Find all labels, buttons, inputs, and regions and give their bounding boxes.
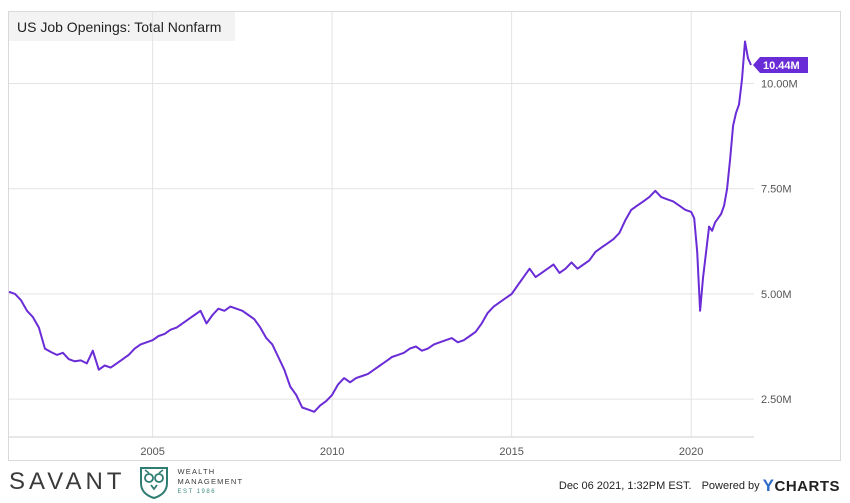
line-chart: 2.50M 5.00M 7.50M 10.00M 2005 2010 2015 2020 10…	[8, 12, 809, 458]
series-layer	[8, 40, 752, 413]
x-tick-label: 2020	[679, 446, 703, 458]
last-value-badge: 10.44M	[753, 57, 809, 74]
axis-ticks: 2.50M 5.00M 7.50M 10.00M 2005 2010 2015 2020	[140, 79, 797, 458]
last-value-badge-shape	[753, 57, 809, 74]
ycharts-logo[interactable]: YCHARTS	[762, 476, 840, 495]
brand-subtitle: WEALTH MANAGEMENT EST 1986	[177, 467, 243, 497]
y-tick-label: 2.50M	[761, 394, 792, 406]
brand-est: EST 1986	[177, 489, 217, 495]
x-tick-label: 2010	[320, 446, 344, 458]
y-tick-label: 7.50M	[761, 184, 792, 196]
series-line	[8, 40, 752, 413]
last-value-label: 10.44M	[763, 60, 800, 72]
footer: SAVANT WEALTH MANAGEMENT EST 1986 Dec 06…	[0, 462, 850, 503]
timestamp: Dec 06 2021, 1:32PM EST.	[558, 480, 692, 492]
chart-frame	[8, 11, 841, 461]
y-tick-label: 5.00M	[761, 289, 792, 301]
grid-lines	[9, 12, 754, 438]
brand-name: SAVANT	[9, 468, 126, 495]
powered-by-label: Powered by	[701, 480, 760, 492]
brand-sub-management: MANAGEMENT	[177, 477, 244, 486]
footer-attribution: Dec 06 2021, 1:32PM EST. Powered by YCHA…	[559, 476, 840, 496]
chart-title: US Job Openings: Total Nonfarm	[9, 12, 235, 41]
y-tick-label: 10.00M	[761, 79, 798, 91]
x-tick-label: 2005	[140, 446, 164, 458]
brand-logo: SAVANT WEALTH MANAGEMENT EST 1986	[9, 462, 243, 502]
brand-sub-wealth: WEALTH	[177, 467, 216, 476]
owl-shield-icon	[140, 467, 169, 499]
x-tick-label: 2015	[499, 446, 523, 458]
